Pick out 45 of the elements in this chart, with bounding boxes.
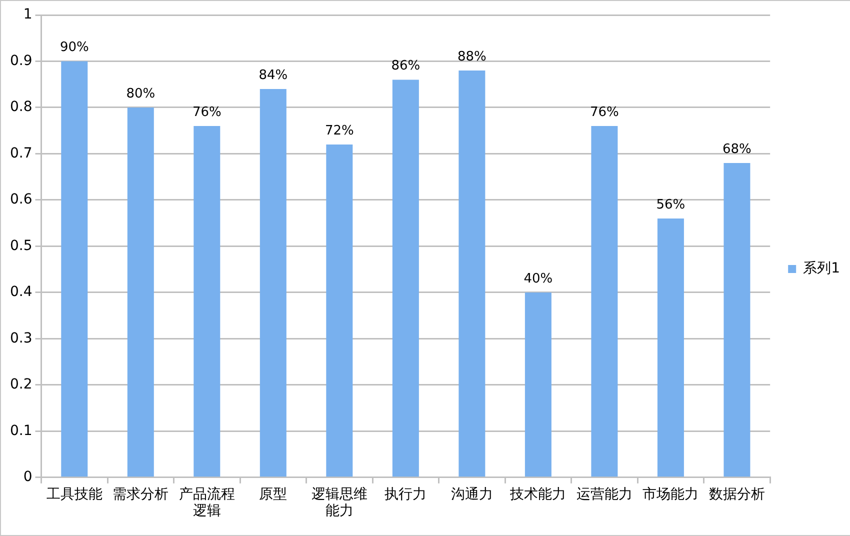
data-label: 90% xyxy=(60,40,89,56)
y-tick-label: 0.1 xyxy=(10,422,32,439)
x-tick-label: 执行力 xyxy=(384,486,427,502)
y-tick-label: 0.4 xyxy=(10,284,32,300)
y-tick-label: 0.5 xyxy=(10,238,32,254)
bar xyxy=(326,144,353,477)
legend-label: 系列1 xyxy=(803,260,840,277)
data-label: 40% xyxy=(524,271,553,286)
bar xyxy=(194,126,220,477)
y-tick-label: 0.8 xyxy=(10,99,32,116)
data-label: 76% xyxy=(192,104,222,120)
x-tick-label: 工具技能 xyxy=(46,486,102,502)
y-tick-label: 0 xyxy=(23,469,32,486)
bar xyxy=(260,88,286,477)
data-label: 80% xyxy=(126,86,156,102)
bar xyxy=(392,80,419,477)
x-tick-label: 技术能力 xyxy=(509,486,566,502)
x-tick-label: 市场能力 xyxy=(642,486,699,502)
bar xyxy=(524,292,552,477)
bar xyxy=(61,61,88,477)
x-tick-label: 沟通力 xyxy=(450,486,493,502)
data-label: 68% xyxy=(722,142,752,157)
data-label: 72% xyxy=(324,123,354,138)
x-tick-label: 逻辑思维能力 xyxy=(311,486,368,520)
y-tick-label: 0.6 xyxy=(10,192,32,208)
data-label: 86% xyxy=(391,58,420,74)
bar xyxy=(724,162,750,477)
x-tick-label: 产品流程逻辑 xyxy=(178,486,235,520)
y-tick-label: 0.2 xyxy=(10,376,32,393)
bar xyxy=(657,218,684,477)
x-tick-label: 数据分析 xyxy=(708,486,765,502)
x-tick-label: 运营能力 xyxy=(576,486,632,502)
x-tick-label: 需求分析 xyxy=(112,486,169,502)
bar xyxy=(591,126,618,477)
data-label: 76% xyxy=(590,104,619,120)
y-tick-label: 0.9 xyxy=(10,52,32,69)
data-label: 88% xyxy=(457,49,486,64)
data-label: 84% xyxy=(258,68,288,83)
bar xyxy=(127,107,154,477)
y-tick-label: 0.7 xyxy=(10,145,32,162)
data-label: 56% xyxy=(656,197,686,212)
bar xyxy=(458,70,486,477)
y-tick-label: 1 xyxy=(23,6,32,23)
y-tick-label: 0.3 xyxy=(10,330,32,346)
x-tick-label: 原型 xyxy=(259,486,288,502)
